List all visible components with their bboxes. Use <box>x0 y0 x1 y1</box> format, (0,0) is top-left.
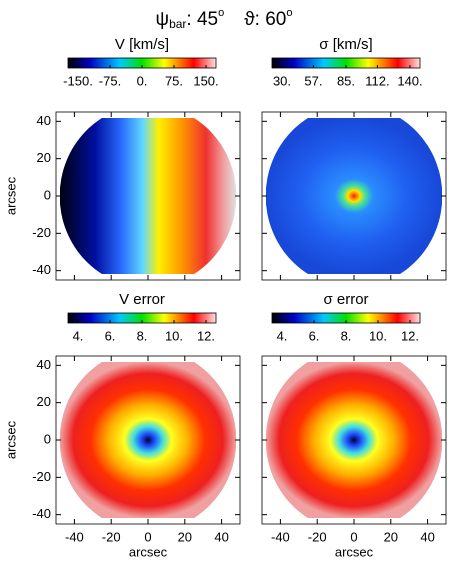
title-text: ϑ: 60 <box>244 9 286 30</box>
y-tick-label: -40 <box>32 506 51 521</box>
title-symbol: ψ <box>156 9 170 30</box>
colorbar-tick-label: -75. <box>99 73 121 88</box>
colorbar-tick-label: 150. <box>193 73 218 88</box>
colorbar-label: σ [km/s] <box>319 36 372 53</box>
title-subscript: bar <box>169 17 186 31</box>
x-axis-label: arcsec <box>129 544 168 559</box>
x-tick-label: -40 <box>65 529 84 544</box>
colorbar-tick-label: 6. <box>105 328 116 343</box>
x-axis-label: arcsec <box>335 544 374 559</box>
colorbar-tick-label: 140. <box>397 73 422 88</box>
x-tick-label: 0 <box>350 529 357 544</box>
y-tick-label: 20 <box>37 394 51 409</box>
colorbar-tick-label: 12. <box>197 328 215 343</box>
colorbar-label: V [km/s] <box>115 36 169 53</box>
map-fill <box>266 362 442 518</box>
title-text: : 45 <box>186 9 218 30</box>
colorbar-label: σ error <box>323 291 368 308</box>
y-tick-label: 0 <box>44 431 51 446</box>
colorbar-label: V error <box>119 291 165 308</box>
title-superscript: o <box>218 7 224 19</box>
x-tick-label: -20 <box>308 529 327 544</box>
map-fill <box>60 118 236 274</box>
title-superscript: o <box>286 7 292 19</box>
colorbar-tick-label: 10. <box>165 328 183 343</box>
x-tick-label: 20 <box>178 529 192 544</box>
colorbar-tick-label: 85. <box>337 73 355 88</box>
colorbar-tick-label: 30. <box>273 73 291 88</box>
map-region <box>60 118 236 274</box>
y-tick-label: 20 <box>37 150 51 165</box>
colorbar-tick-label: 8. <box>137 328 148 343</box>
map-region <box>266 118 442 274</box>
colorbar-tick-label: 112. <box>365 73 389 88</box>
y-tick-label: 40 <box>37 357 51 372</box>
map-region <box>60 362 236 518</box>
colorbar-tick-label: 4. <box>73 328 84 343</box>
x-tick-label: 20 <box>384 529 398 544</box>
map-fill <box>266 118 442 274</box>
colorbar-tick-label: 8. <box>341 328 352 343</box>
y-tick-label: -20 <box>32 469 51 484</box>
colorbar-tick-label: 0. <box>137 73 148 88</box>
x-tick-label: -40 <box>271 529 290 544</box>
map-region <box>266 362 442 518</box>
colorbar-tick-label: 10. <box>369 328 387 343</box>
colorbar-tick-label: 6. <box>309 328 320 343</box>
colorbar-tick-label: 57. <box>304 73 322 88</box>
y-tick-label: -20 <box>32 225 51 240</box>
y-tick-label: -40 <box>32 262 51 277</box>
colorbar-tick-label: 75. <box>165 73 183 88</box>
y-axis-label: arcsec <box>3 176 18 215</box>
x-tick-label: 0 <box>144 529 151 544</box>
colorbar-tick-label: 12. <box>401 328 419 343</box>
x-tick-label: 40 <box>420 529 434 544</box>
y-tick-label: 40 <box>37 113 51 128</box>
map-fill <box>60 362 236 518</box>
y-tick-label: 0 <box>44 187 51 202</box>
figure-title: ψbar: 45o ϑ: 60o <box>156 7 293 31</box>
x-tick-label: 40 <box>214 529 228 544</box>
colorbar-tick-label: -150. <box>63 73 93 88</box>
y-axis-label: arcsec <box>3 420 18 459</box>
colorbar-tick-label: 4. <box>277 328 288 343</box>
x-tick-label: -20 <box>102 529 121 544</box>
